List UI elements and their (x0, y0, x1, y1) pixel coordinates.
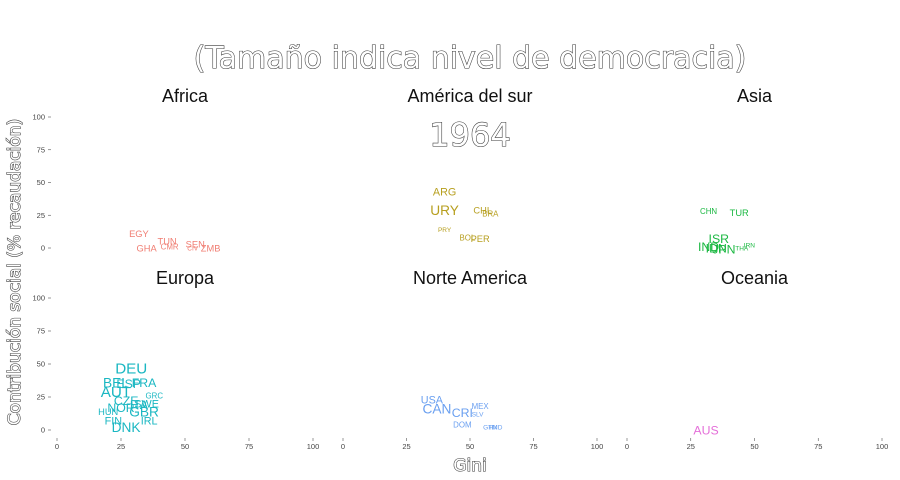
x-tick-label: 25 (687, 442, 695, 451)
data-point-label: EGY (129, 229, 149, 239)
y-tick-label: 25 (37, 211, 45, 220)
data-point-label: GHA (137, 243, 158, 253)
data-point-label: THA (735, 245, 749, 252)
x-tick-label: 50 (466, 442, 474, 451)
data-point-label: HUN (98, 407, 118, 417)
x-tick-label: 0 (55, 442, 59, 451)
data-point-label: CRI (452, 406, 473, 420)
y-tick-label: 50 (37, 178, 45, 187)
facet-title: Asia (737, 86, 773, 106)
data-point-label: CHN (700, 207, 717, 216)
data-point-label: ESP (116, 377, 141, 391)
data-point-label: URY (430, 203, 459, 218)
data-point-label: IRN (744, 243, 756, 250)
data-point-label: GTM (483, 425, 497, 432)
data-point-label: CMR (161, 242, 179, 251)
data-point-label: DEU (115, 360, 147, 377)
data-point-label: ZMB (201, 243, 221, 253)
data-point-label: IND (698, 240, 719, 254)
x-tick-label: 100 (876, 442, 889, 451)
x-axis-label: Gini (453, 456, 486, 476)
data-point-label: BRA (482, 210, 499, 219)
y-tick-label: 75 (37, 327, 45, 336)
data-point-label: ITA (130, 398, 149, 412)
data-point-label: IRL (141, 416, 158, 428)
data-point-label: CIV (187, 245, 199, 252)
data-point-label: PER (471, 234, 490, 244)
data-point-label: TUN (158, 237, 177, 247)
x-tick-label: 75 (245, 442, 253, 451)
y-tick-label: 50 (37, 360, 45, 369)
data-point-label: PRY (438, 227, 452, 234)
data-point-label: ARG (433, 186, 456, 198)
y-tick-label: 100 (32, 113, 45, 122)
data-point-label: FRA (132, 376, 157, 390)
data-point-label: ISR (709, 232, 730, 246)
data-point-label: FIN (105, 416, 122, 428)
data-point-label: SEN (186, 239, 205, 249)
data-point-label: TUR (730, 208, 749, 218)
x-tick-label: 25 (402, 442, 410, 451)
data-point-label: CAN (423, 402, 452, 417)
data-point-label: CHL (473, 205, 492, 215)
data-point-label: CZE (114, 394, 139, 408)
x-tick-label: 25 (117, 442, 125, 451)
facet-title: Europa (156, 268, 215, 288)
facet-europa: Europa 0 25 50 75 100 0 25 50 75 100 DEUBELESPFRAAU… (32, 268, 319, 451)
data-point-label: USA (421, 394, 444, 406)
data-point-label: BEL (103, 375, 129, 390)
data-point-label: SLV (472, 411, 484, 418)
facet-oceania: Oceania 0 25 50 75 100 AUS (625, 268, 888, 451)
facet-title: Oceania (721, 268, 789, 288)
data-point-label: NOR (107, 401, 134, 415)
data-point-label: IDN (706, 241, 727, 255)
y-tick-label: 0 (41, 244, 45, 253)
data-point-label: DOM (453, 420, 471, 429)
x-tick-label: 100 (591, 442, 604, 451)
data-point-label: SWE (134, 398, 159, 410)
data-point-label: HND (488, 425, 502, 432)
x-tick-label: 50 (750, 442, 758, 451)
data-point-label: BOL (460, 233, 476, 242)
y-tick-label: 100 (32, 294, 45, 303)
y-tick-label: 25 (37, 393, 45, 402)
data-point-label: GRC (146, 391, 164, 400)
facet-title: Africa (162, 86, 209, 106)
x-tick-label: 50 (181, 442, 189, 451)
facet-title: Norte America (413, 268, 528, 288)
data-point-label: JPN (712, 243, 735, 257)
data-point-label: AUT (101, 384, 131, 401)
data-point-label: DNK (112, 420, 141, 435)
y-tick-label: 0 (41, 426, 45, 435)
x-tick-label: 0 (625, 442, 629, 451)
x-tick-label: 0 (341, 442, 345, 451)
facet-title: América del sur (407, 86, 532, 106)
frame-year-label: 1964 (429, 116, 510, 154)
data-point-label: AUS (693, 423, 718, 437)
chart-title: (Tamaño indica nivel de democracia) (194, 41, 747, 76)
x-tick-label: 100 (307, 442, 320, 451)
y-tick-label: 75 (37, 145, 45, 154)
data-point-label: MEX (472, 402, 490, 411)
y-axis-label: Contribución social (% recaudación) (5, 119, 25, 425)
x-tick-label: 75 (814, 442, 822, 451)
x-tick-label: 75 (529, 442, 537, 451)
data-point-label: GBR (129, 404, 159, 419)
